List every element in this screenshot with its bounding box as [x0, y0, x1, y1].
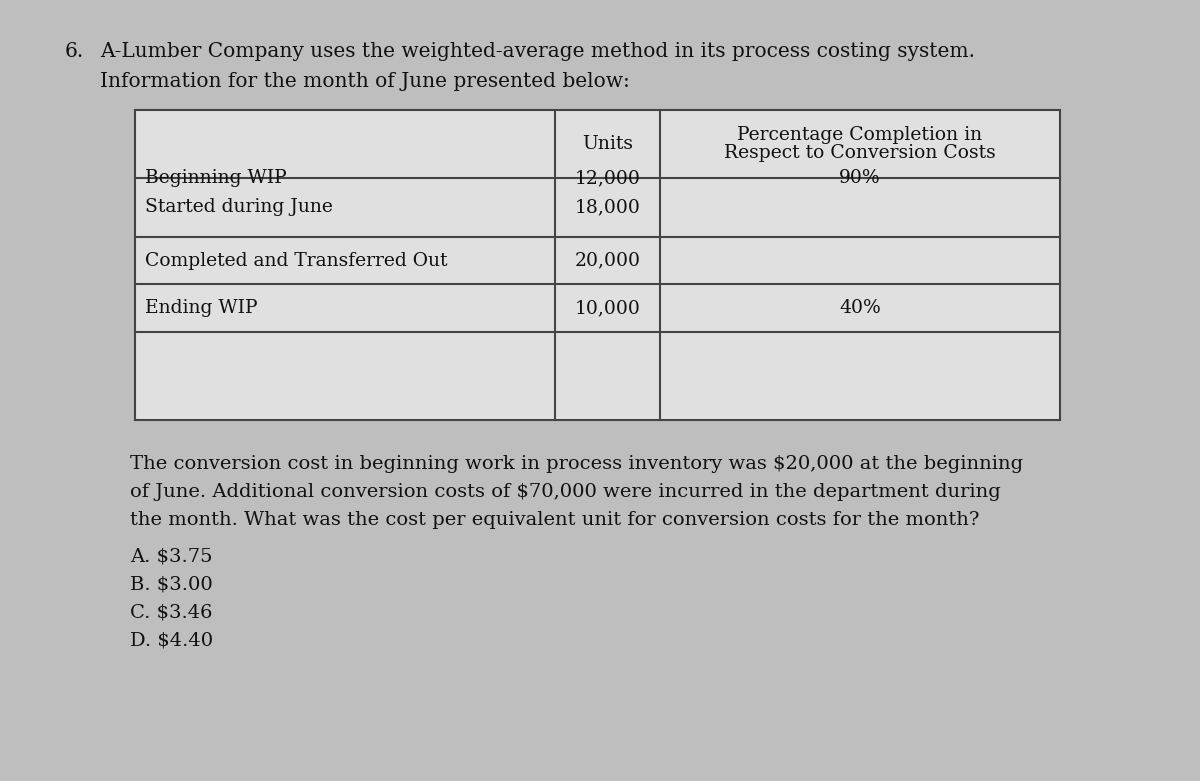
- Text: A. $3.75: A. $3.75: [130, 547, 212, 565]
- Text: 12,000: 12,000: [575, 169, 641, 187]
- Text: Started during June: Started during June: [145, 198, 332, 216]
- Text: Information for the month of June presented below:: Information for the month of June presen…: [100, 72, 630, 91]
- Text: 20,000: 20,000: [575, 251, 641, 269]
- Text: 6.: 6.: [65, 42, 84, 61]
- Text: Completed and Transferred Out: Completed and Transferred Out: [145, 251, 448, 269]
- Text: B. $3.00: B. $3.00: [130, 575, 212, 593]
- Text: Ending WIP: Ending WIP: [145, 299, 258, 317]
- Text: 40%: 40%: [839, 299, 881, 317]
- Text: D. $4.40: D. $4.40: [130, 631, 214, 649]
- Text: the month. What was the cost per equivalent unit for conversion costs for the mo: the month. What was the cost per equival…: [130, 511, 979, 529]
- Text: Percentage Completion in: Percentage Completion in: [738, 126, 983, 144]
- Text: Beginning WIP: Beginning WIP: [145, 169, 287, 187]
- Text: Units: Units: [582, 135, 634, 153]
- Bar: [134, 110, 1060, 420]
- Text: of June. Additional conversion costs of $70,000 were incurred in the department : of June. Additional conversion costs of …: [130, 483, 1001, 501]
- Text: Respect to Conversion Costs: Respect to Conversion Costs: [724, 144, 996, 162]
- Text: 90%: 90%: [839, 169, 881, 187]
- Text: A-Lumber Company uses the weighted-average method in its process costing system.: A-Lumber Company uses the weighted-avera…: [100, 42, 974, 61]
- Text: 10,000: 10,000: [575, 299, 641, 317]
- Text: C. $3.46: C. $3.46: [130, 603, 212, 621]
- Text: The conversion cost in beginning work in process inventory was $20,000 at the be: The conversion cost in beginning work in…: [130, 455, 1024, 473]
- Text: 18,000: 18,000: [575, 198, 641, 216]
